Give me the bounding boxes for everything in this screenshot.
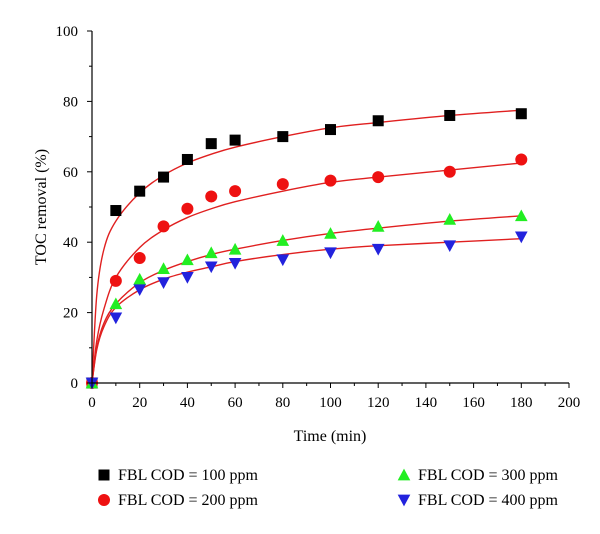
x-tick-label: 60 xyxy=(228,395,243,411)
axes xyxy=(91,31,569,384)
data-point-series-2 xyxy=(276,178,289,191)
x-tick-label: 80 xyxy=(275,395,290,411)
data-point-series-1 xyxy=(110,205,122,217)
data-point-series-2 xyxy=(133,252,146,265)
data-point-series-2 xyxy=(443,165,456,178)
fit-line-series-4 xyxy=(91,237,522,384)
x-tick-label: 0 xyxy=(88,395,96,411)
data-point-series-1 xyxy=(515,108,527,120)
y-tick-label: 0 xyxy=(71,376,79,392)
x-tick-label: 200 xyxy=(558,395,581,411)
y-tick-label: 20 xyxy=(63,306,78,322)
data-point-series-4 xyxy=(371,243,385,256)
data-point-series-1 xyxy=(158,171,170,183)
data-point-series-3 xyxy=(157,262,170,274)
data-point-series-2 xyxy=(181,202,194,215)
data-point-series-1 xyxy=(134,185,146,197)
data-point-series-1 xyxy=(444,109,456,121)
x-tick-label: 100 xyxy=(319,395,342,411)
y-tick-label: 80 xyxy=(63,94,78,110)
data-point-series-2 xyxy=(324,174,337,187)
x-tick-label: 120 xyxy=(367,395,390,411)
data-point-series-1 xyxy=(372,115,384,127)
x-tick-label: 180 xyxy=(510,395,533,411)
legend: FBL COD = 100 ppm FBL COD = 300 ppm FBL CO… xyxy=(98,467,559,509)
y-tick-label: 60 xyxy=(63,165,78,181)
data-point-series-4 xyxy=(133,284,147,297)
x-axis-title: Time (min) xyxy=(294,428,367,445)
x-tick-label: 160 xyxy=(462,395,485,411)
data-point-series-4 xyxy=(181,272,194,284)
data-point-series-1 xyxy=(205,138,217,150)
data-point-series-3 xyxy=(133,272,147,285)
data-point-series-3 xyxy=(181,253,194,266)
data-point-series-3 xyxy=(109,297,123,310)
legend-label-series-2: FBL COD = 200 ppm xyxy=(118,492,259,509)
data-point-series-3 xyxy=(228,242,242,255)
x-tick-label: 40 xyxy=(180,395,195,411)
data-point-series-4 xyxy=(514,231,528,244)
data-point-series-4 xyxy=(443,240,457,253)
x-tick-label: 20 xyxy=(132,395,147,411)
legend-marker-series-3 xyxy=(397,468,411,481)
y-tick-label: 100 xyxy=(56,24,79,40)
data-point-series-2 xyxy=(229,185,242,198)
data-point-series-1 xyxy=(181,153,193,165)
data-point-series-2 xyxy=(109,274,122,287)
data-point-series-3 xyxy=(204,246,218,259)
legend-marker-series-1 xyxy=(98,469,110,481)
fit-curves xyxy=(91,109,522,384)
data-point-series-4 xyxy=(157,277,170,290)
data-markers xyxy=(85,108,528,390)
data-point-series-2 xyxy=(205,190,218,203)
legend-label-series-4: FBL COD = 400 ppm xyxy=(418,492,559,509)
data-point-series-3 xyxy=(324,227,337,239)
data-point-series-1 xyxy=(325,124,336,136)
data-point-series-2 xyxy=(515,153,528,166)
data-point-series-4 xyxy=(204,261,218,274)
data-point-series-3 xyxy=(276,234,290,246)
legend-label-series-1: FBL COD = 100 ppm xyxy=(118,467,259,484)
data-point-series-3 xyxy=(514,209,528,222)
legend-marker-series-2 xyxy=(98,494,110,506)
data-point-series-4 xyxy=(109,312,123,325)
data-point-series-3 xyxy=(443,212,457,225)
x-tick-label: 140 xyxy=(415,395,438,411)
data-point-series-1 xyxy=(229,134,241,146)
data-point-series-1 xyxy=(277,131,289,143)
data-point-series-4 xyxy=(276,254,290,267)
data-point-series-2 xyxy=(372,171,385,184)
legend-marker-series-4 xyxy=(397,494,411,507)
fit-line-series-1 xyxy=(91,109,522,384)
fit-line-series-3 xyxy=(91,215,522,384)
data-point-series-4 xyxy=(324,247,337,260)
data-point-series-2 xyxy=(157,220,170,233)
y-tick-label: 40 xyxy=(63,235,78,251)
y-axis-title: TOC removal (%) xyxy=(33,149,50,265)
ticks: 0 20 40 60 80 100 120 140 160 180 200 0 20 40 60 80 100 xyxy=(56,24,581,411)
legend-label-series-3: FBL COD = 300 ppm xyxy=(418,467,559,484)
data-point-series-4 xyxy=(228,257,242,270)
data-point-series-3 xyxy=(371,220,385,232)
